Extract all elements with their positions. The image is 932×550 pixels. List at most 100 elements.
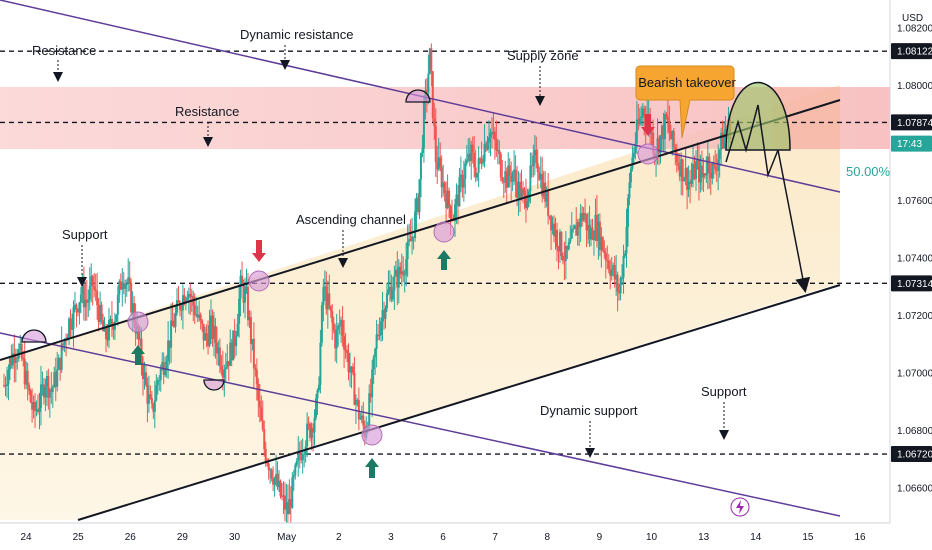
candle-body [279, 480, 282, 497]
price-tag-label: 1.06720 [897, 450, 932, 461]
candle-body [241, 275, 244, 286]
candle-body [267, 463, 270, 470]
candle-body [258, 400, 261, 408]
candle-body [245, 286, 248, 290]
candle-body [388, 286, 391, 290]
candle-body [124, 284, 127, 289]
candle-body [72, 307, 75, 329]
candle-body [164, 369, 167, 376]
candle-body [32, 402, 35, 410]
candle-body [147, 394, 150, 404]
candle-body [212, 325, 215, 339]
candle-body [451, 218, 454, 220]
candle-body [130, 283, 133, 313]
candle-body [344, 349, 347, 351]
candle-body [14, 357, 17, 363]
candle-body [297, 452, 300, 461]
candle-body [307, 423, 310, 425]
x-tick-label: 30 [229, 532, 241, 543]
candle-body [563, 260, 566, 262]
candle-body [5, 384, 8, 386]
candle-body [149, 394, 152, 398]
candle-body [45, 376, 48, 387]
time-axis[interactable] [0, 523, 932, 550]
candle-body [167, 340, 170, 362]
candle-body [492, 131, 495, 135]
x-tick-label: 8 [544, 532, 550, 543]
candle-body [628, 182, 631, 199]
candle-body [551, 223, 554, 231]
resistance-top-label: Resistance [32, 43, 96, 58]
price-tag-label: 1.07314 [897, 279, 932, 290]
candle-body [616, 274, 619, 292]
candle-body [590, 227, 593, 240]
candle-body [572, 228, 575, 230]
candle-body [26, 370, 29, 386]
candle-body [320, 305, 323, 343]
candle-body [542, 182, 545, 197]
candle-body [514, 169, 517, 182]
candle-body [622, 255, 625, 278]
candle-body [248, 317, 251, 321]
candle-body [156, 380, 159, 385]
x-tick-label: 3 [388, 532, 394, 543]
candle-body [696, 159, 699, 162]
candle-body [201, 320, 204, 324]
x-tick-label: 25 [73, 532, 85, 543]
candle-body [391, 290, 394, 300]
candle-body [87, 299, 90, 303]
candle-body [490, 132, 493, 135]
candle-body [161, 362, 164, 369]
candle-body [19, 343, 22, 350]
candle-body [207, 336, 210, 346]
x-tick-label: 10 [646, 532, 658, 543]
candle-body [226, 361, 229, 368]
candle-body [683, 178, 686, 181]
candle-body [353, 372, 356, 405]
candle-body [193, 305, 196, 316]
candle-body [700, 165, 703, 178]
candle-body [317, 384, 320, 391]
candle-body [276, 473, 279, 488]
candle-body [380, 321, 383, 336]
candle-body [37, 409, 40, 412]
candle-body [42, 384, 45, 398]
x-tick-label: 13 [698, 532, 710, 543]
candle-body [63, 339, 66, 345]
candle-body [301, 454, 304, 461]
candle-body [519, 181, 522, 200]
candle-body [674, 147, 677, 153]
candle-body [431, 71, 434, 118]
candle-body [357, 399, 360, 420]
candle-body [81, 284, 84, 295]
candle-body [236, 323, 239, 337]
candle-body [168, 340, 171, 348]
candle-body [428, 48, 431, 74]
candle-body [257, 384, 260, 401]
candle-body [110, 319, 113, 326]
candle-body [714, 165, 717, 170]
candle-body [453, 204, 456, 221]
candle-body [517, 181, 520, 198]
candle-body [174, 312, 177, 327]
candle-body [34, 402, 37, 412]
candle-body [458, 177, 461, 207]
candle-body [143, 372, 146, 379]
candle-body [48, 389, 51, 398]
candle-body [471, 144, 474, 153]
candle-body [300, 454, 303, 461]
candle-body [520, 188, 523, 200]
price-tag: 1.06720 [891, 446, 932, 463]
candle-body [78, 302, 81, 313]
candle-body [233, 330, 236, 347]
candle-body [493, 131, 496, 140]
bearish-takeover-callout: Bearish takeover [635, 65, 736, 139]
candle-body [198, 314, 201, 318]
candle-body [47, 376, 50, 398]
dynamic-support-label: Dynamic support [540, 403, 638, 418]
candle-body [461, 174, 464, 188]
lightning-badge[interactable] [730, 497, 750, 517]
candle-body [329, 305, 332, 311]
candle-body [150, 397, 153, 404]
